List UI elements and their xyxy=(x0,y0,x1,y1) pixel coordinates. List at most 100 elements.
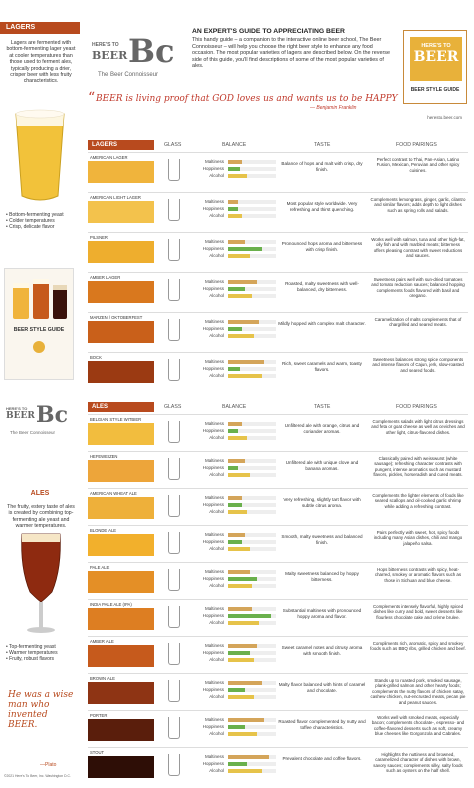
right-logo-url: heresto.beer.com xyxy=(427,115,462,120)
beer-color-swatch xyxy=(88,756,154,778)
balance-bar-hoppiness: Hoppiness xyxy=(198,687,278,694)
food-pairing-text: Compliments rich, aromatic, spicy and sm… xyxy=(370,641,466,652)
balance-track xyxy=(228,214,276,218)
balance-label: Alcohol xyxy=(209,373,224,378)
balance-track xyxy=(228,429,276,433)
balance-bars: Maltiness Hoppiness Alcohol xyxy=(198,359,278,380)
taste-text: Unfiltered ale with orange, citrus and c… xyxy=(284,423,360,434)
balance-bars: Maltiness Hoppiness Alcohol xyxy=(198,606,278,627)
balance-bar-maltiness: Maltiness xyxy=(198,643,278,650)
balance-bar-hoppiness: Hoppiness xyxy=(198,366,278,373)
glass-icon xyxy=(168,680,180,702)
balance-bar-hoppiness: Hoppiness xyxy=(198,539,278,546)
main-logo: HERE'S TO BEER Bc The Beer Connoisseur xyxy=(92,32,188,82)
balance-label: Hoppiness xyxy=(202,166,224,171)
balance-bar-hoppiness: Hoppiness xyxy=(198,428,278,435)
ales-logo-sub: The Beer Connoisseur xyxy=(10,430,56,435)
beer-color-swatch xyxy=(88,571,154,593)
balance-label: Hoppiness xyxy=(202,502,224,507)
balance-track xyxy=(228,327,276,331)
balance-track xyxy=(228,510,276,514)
ales-sidebar-title: ALES xyxy=(30,490,50,497)
balance-fill xyxy=(228,584,252,588)
balance-bars: Maltiness Hoppiness Alcohol xyxy=(198,319,278,340)
balance-bar-alcohol: Alcohol xyxy=(198,213,278,220)
balance-bars: Maltiness Hoppiness Alcohol xyxy=(198,159,278,180)
balance-bar-alcohol: Alcohol xyxy=(198,435,278,442)
balance-fill xyxy=(228,570,250,574)
lagers-bullet-2: • Colder temperatures xyxy=(6,218,55,225)
balance-bar-maltiness: Maltiness xyxy=(198,199,278,206)
ales-logo: HERE'S TO BEER Bc The Beer Connoisseur xyxy=(6,402,76,436)
balance-track xyxy=(228,422,276,426)
balance-label: Alcohol xyxy=(209,731,224,736)
beer-row: STOUT Maltiness Hoppiness Alcohol Prevalent … xyxy=(88,747,468,784)
balance-fill xyxy=(228,459,245,463)
taste-text: Very refreshing, slightly tart flavor wi… xyxy=(283,497,361,508)
ales-table-header: ALES GLASS BALANCE TASTE FOOD PAIRINGS xyxy=(88,402,468,412)
balance-fill xyxy=(228,320,260,324)
balance-fill xyxy=(228,160,243,164)
beer-color-swatch xyxy=(88,719,154,741)
balance-track xyxy=(228,607,276,611)
balance-label: Hoppiness xyxy=(202,366,224,371)
balance-label: Alcohol xyxy=(209,333,224,338)
balance-bar-hoppiness: Hoppiness xyxy=(198,724,278,731)
balance-fill xyxy=(228,725,245,729)
food-pairing-text: Caramelization of malts complements that… xyxy=(374,317,462,328)
glass-icon xyxy=(168,199,180,221)
beer-row: PORTER Maltiness Hoppiness Alcohol Roasted f… xyxy=(88,710,468,747)
ales-bullet-3: • Fruity, robust flavors xyxy=(6,656,55,663)
taste-text: Mildly hopped with complex malt characte… xyxy=(278,321,366,326)
balance-track xyxy=(228,334,276,338)
balance-fill xyxy=(228,374,262,378)
guide-card-label: BEER STYLE GUIDE xyxy=(13,327,65,333)
beer-name: MARZEN / OKTOBERFEST xyxy=(90,315,143,320)
balance-fill xyxy=(228,718,264,722)
balance-fill xyxy=(228,614,272,618)
balance-label: Maltiness xyxy=(204,199,224,204)
balance-bar-alcohol: Alcohol xyxy=(198,768,278,775)
col-pairings: FOOD PAIRINGS xyxy=(396,142,437,148)
balance-bar-maltiness: Maltiness xyxy=(198,495,278,502)
beer-row: PILSNER Maltiness Hoppiness Alcohol Pronounc… xyxy=(88,232,468,272)
glass-icon xyxy=(168,359,180,381)
balance-fill xyxy=(228,651,250,655)
balance-label: Hoppiness xyxy=(202,650,224,655)
balance-label: Maltiness xyxy=(204,643,224,648)
balance-fill xyxy=(228,547,250,551)
balance-bar-maltiness: Maltiness xyxy=(198,359,278,366)
balance-label: Maltiness xyxy=(204,495,224,500)
balance-label: Alcohol xyxy=(209,173,224,178)
balance-fill xyxy=(228,429,238,433)
right-logo-guide: BEER STYLE GUIDE xyxy=(410,87,460,93)
glass-icon xyxy=(168,606,180,628)
balance-label: Maltiness xyxy=(204,421,224,426)
balance-track xyxy=(228,570,276,574)
beer-name: BLONDE ALE xyxy=(90,528,117,533)
balance-label: Hoppiness xyxy=(202,761,224,766)
glass-icon xyxy=(168,495,180,517)
balance-label: Maltiness xyxy=(204,754,224,759)
guide-card: BEER STYLE GUIDE xyxy=(4,268,74,380)
balance-track xyxy=(228,533,276,537)
balance-label: Maltiness xyxy=(204,717,224,722)
balance-bar-hoppiness: Hoppiness xyxy=(198,326,278,333)
balance-label: Maltiness xyxy=(204,532,224,537)
col-glass-ales: GLASS xyxy=(164,404,182,410)
glass-icon xyxy=(168,239,180,261)
col-balance: BALANCE xyxy=(222,142,247,148)
balance-bar-hoppiness: Hoppiness xyxy=(198,650,278,657)
balance-fill xyxy=(228,510,248,514)
beer-name: BROWN ALE xyxy=(90,676,115,681)
ales-logo-top: HERE'S TO xyxy=(6,406,28,411)
beer-row: AMERICAN LIGHT LAGER Maltiness Hoppiness Al… xyxy=(88,192,468,232)
balance-label: Hoppiness xyxy=(202,428,224,433)
balance-fill xyxy=(228,607,252,611)
balance-bar-maltiness: Maltiness xyxy=(198,159,278,166)
balance-track xyxy=(228,755,276,759)
beer-row: PALE ALE Maltiness Hoppiness Alcohol Malty s… xyxy=(88,562,468,599)
balance-label: Alcohol xyxy=(209,213,224,218)
ales-bullets: • Top-fermenting yeast • Warmer temperat… xyxy=(6,644,58,663)
ales-bullet-2: • Warmer temperatures xyxy=(6,650,58,657)
